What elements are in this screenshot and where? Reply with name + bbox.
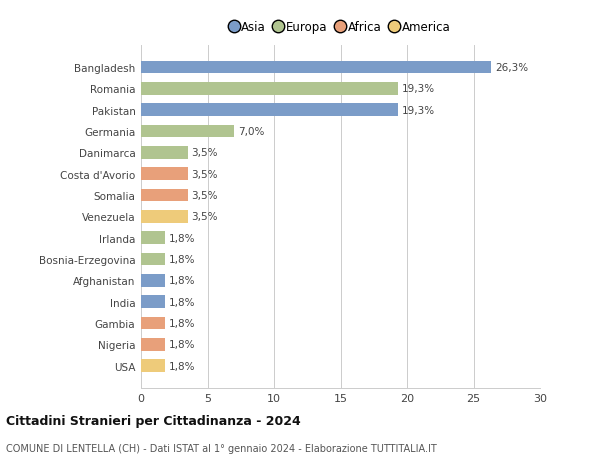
Bar: [141, 168, 188, 181]
Text: 19,3%: 19,3%: [401, 84, 435, 94]
Text: 1,8%: 1,8%: [169, 233, 196, 243]
Bar: [141, 232, 165, 245]
Text: 1,8%: 1,8%: [169, 319, 196, 328]
Text: 1,8%: 1,8%: [169, 254, 196, 264]
Text: 1,8%: 1,8%: [169, 297, 196, 307]
Text: 19,3%: 19,3%: [401, 106, 435, 115]
Bar: [141, 317, 165, 330]
Bar: [141, 83, 398, 95]
Bar: [141, 296, 165, 308]
Text: 1,8%: 1,8%: [169, 340, 196, 350]
Bar: [141, 189, 188, 202]
Bar: [141, 146, 188, 159]
Text: 3,5%: 3,5%: [191, 212, 218, 222]
Text: 7,0%: 7,0%: [238, 127, 265, 137]
Text: 3,5%: 3,5%: [191, 148, 218, 158]
Text: 3,5%: 3,5%: [191, 169, 218, 179]
Text: 1,8%: 1,8%: [169, 276, 196, 286]
Bar: [141, 104, 398, 117]
Bar: [141, 359, 165, 372]
Bar: [141, 274, 165, 287]
Bar: [141, 211, 188, 223]
Text: COMUNE DI LENTELLA (CH) - Dati ISTAT al 1° gennaio 2024 - Elaborazione TUTTITALI: COMUNE DI LENTELLA (CH) - Dati ISTAT al …: [6, 443, 437, 453]
Text: 1,8%: 1,8%: [169, 361, 196, 371]
Text: 3,5%: 3,5%: [191, 190, 218, 201]
Bar: [141, 62, 491, 74]
Bar: [141, 338, 165, 351]
Text: 26,3%: 26,3%: [495, 63, 528, 73]
Bar: [141, 125, 234, 138]
Bar: [141, 253, 165, 266]
Legend: Asia, Europa, Africa, America: Asia, Europa, Africa, America: [227, 17, 454, 38]
Text: Cittadini Stranieri per Cittadinanza - 2024: Cittadini Stranieri per Cittadinanza - 2…: [6, 414, 301, 428]
